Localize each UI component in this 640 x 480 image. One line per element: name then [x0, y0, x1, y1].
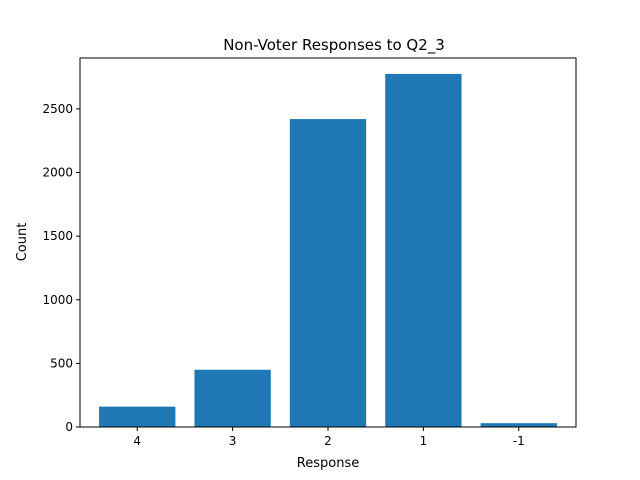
x-tick-label: 4 [133, 434, 141, 448]
y-tick-label: 2500 [42, 102, 73, 116]
y-tick-label: 0 [65, 420, 73, 434]
bar-3 [194, 369, 271, 427]
x-axis-label: Response [297, 456, 359, 471]
y-ticks-group: 0 500 1000 1500 2000 2500 [42, 102, 80, 434]
bar-1 [385, 73, 462, 427]
plot-frame [79, 57, 577, 428]
y-tick-label: 1000 [42, 293, 73, 307]
chart-title: Non-Voter Responses to Q2_3 [223, 36, 445, 55]
x-tick-label: 1 [420, 434, 428, 448]
bar-4 [99, 406, 176, 427]
x-tick-label: -1 [513, 434, 525, 448]
y-axis-label: Count [15, 223, 30, 262]
y-tick-label: 500 [50, 356, 73, 370]
bar--1 [480, 423, 557, 427]
x-tick-label: 2 [324, 434, 332, 448]
y-tick-label: 1500 [42, 229, 73, 243]
bars-group [99, 73, 557, 427]
x-tick-label: 3 [229, 434, 237, 448]
x-ticks-group: 4 3 2 1 -1 [133, 427, 525, 448]
bar-2 [289, 119, 367, 427]
y-tick-label: 2000 [42, 166, 73, 180]
